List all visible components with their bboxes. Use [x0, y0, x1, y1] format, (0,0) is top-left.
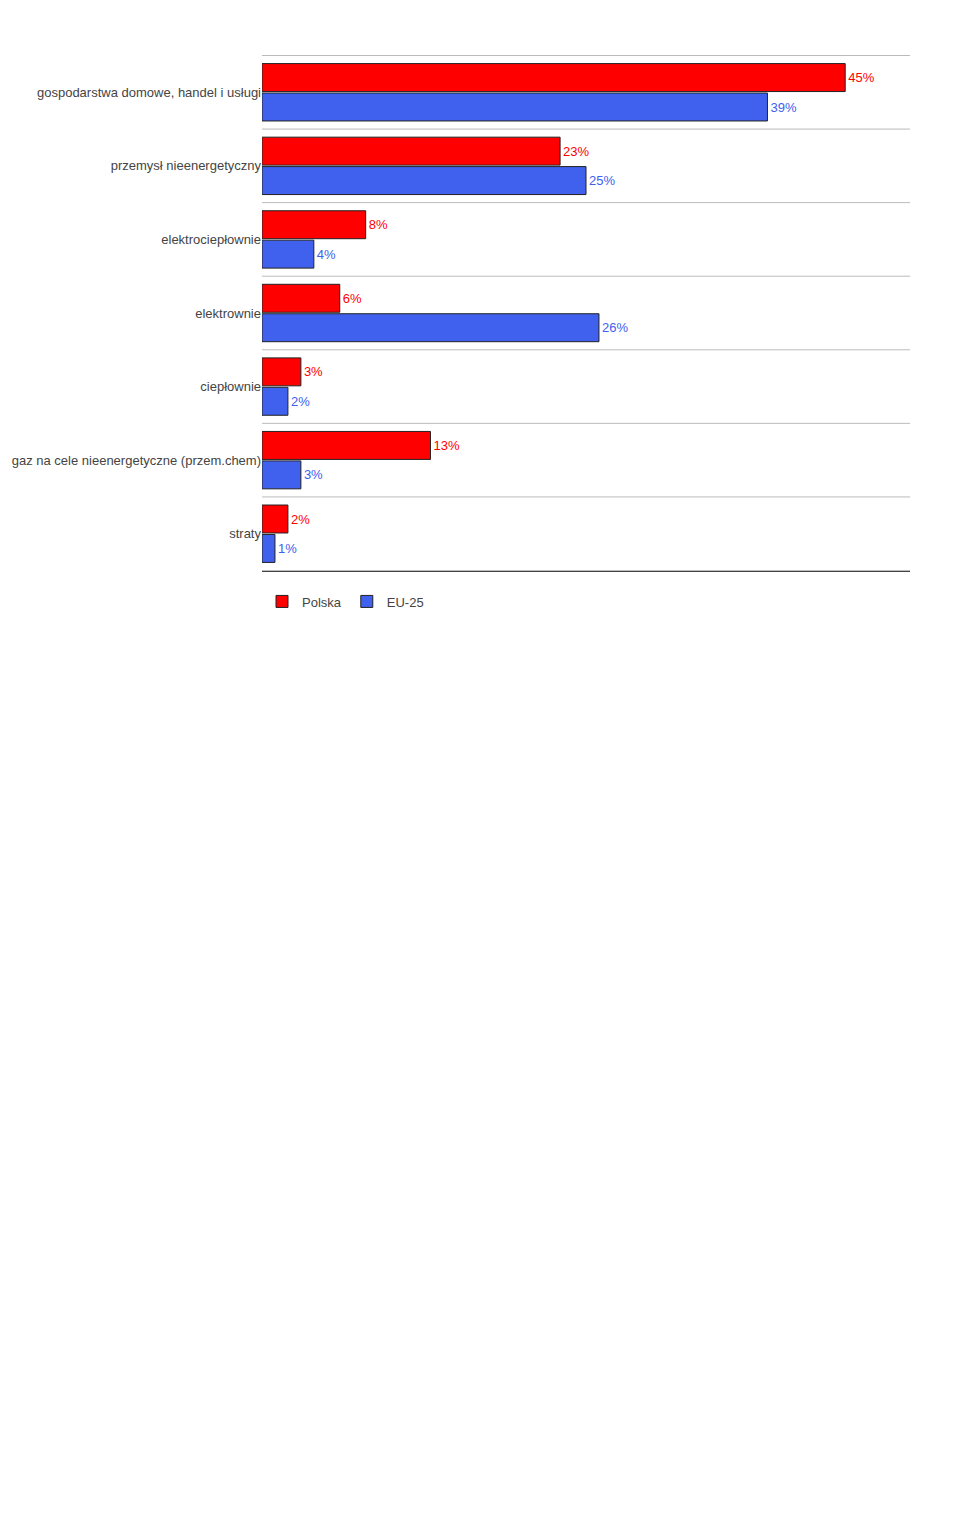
svg-text:1%: 1%: [278, 541, 297, 556]
svg-text:gaz na cele nieenergetyczne (p: gaz na cele nieenergetyczne (przem.chem): [12, 453, 261, 468]
svg-text:ciepłownie: ciepłownie: [200, 379, 261, 394]
svg-text:39%: 39%: [770, 100, 796, 115]
svg-text:Polska: Polska: [302, 595, 342, 610]
svg-text:gospodarstwa domowe, handel i: gospodarstwa domowe, handel i usługi: [37, 85, 261, 100]
svg-text:EU-25: EU-25: [387, 595, 424, 610]
svg-text:13%: 13%: [433, 438, 459, 453]
svg-text:25%: 25%: [589, 173, 615, 188]
svg-text:elektrownie: elektrownie: [195, 306, 261, 321]
svg-text:przemysł nieenergetyczny: przemysł nieenergetyczny: [111, 158, 262, 173]
svg-text:6%: 6%: [343, 291, 362, 306]
svg-text:straty: straty: [229, 526, 261, 541]
svg-text:2%: 2%: [291, 512, 310, 527]
svg-text:3%: 3%: [304, 467, 323, 482]
svg-text:4%: 4%: [317, 247, 336, 262]
svg-text:elektrociepłownie: elektrociepłownie: [161, 232, 261, 247]
svg-text:8%: 8%: [369, 217, 388, 232]
svg-text:2%: 2%: [291, 394, 310, 409]
svg-text:45%: 45%: [848, 70, 874, 85]
svg-text:26%: 26%: [602, 320, 628, 335]
svg-text:23%: 23%: [563, 144, 589, 159]
svg-text:3%: 3%: [304, 364, 323, 379]
